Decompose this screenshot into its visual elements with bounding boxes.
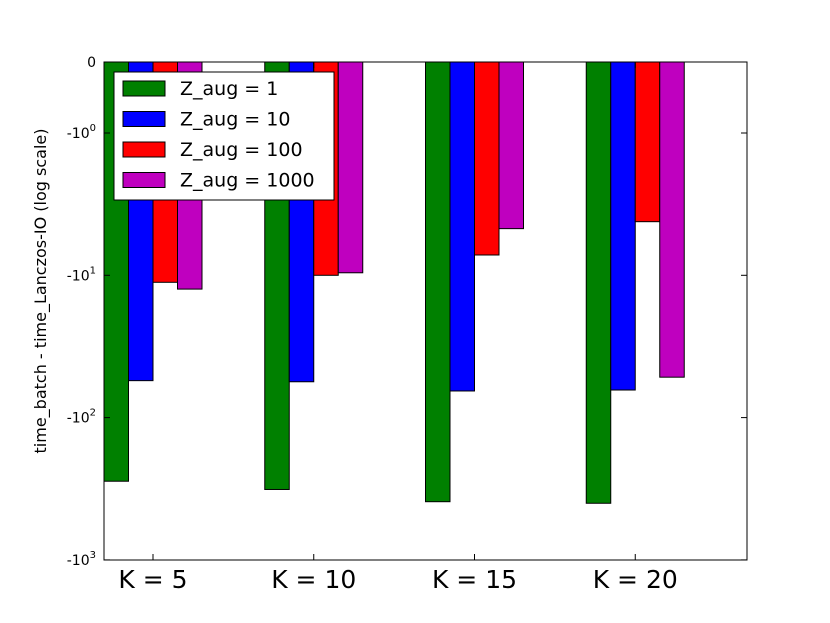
legend-swatch bbox=[122, 172, 166, 188]
y-tick-label: -101 bbox=[67, 265, 96, 284]
bar-4-series-1 bbox=[585, 61, 612, 504]
ticks-layer: K = 5 K = 10 K = 15 K = 20 0 -100 -101 -102 -103 bbox=[67, 55, 747, 594]
bar-4-series-3 bbox=[634, 61, 661, 223]
y-tick-label: -100 bbox=[67, 123, 96, 142]
legend-label: Z_aug = 1000 bbox=[180, 170, 315, 192]
legend-label: Z_aug = 100 bbox=[180, 139, 303, 161]
bar-3-series-3 bbox=[474, 61, 500, 256]
bar-4-series-4 bbox=[659, 61, 685, 378]
y-tick-label: 0 bbox=[87, 55, 96, 71]
bar-3-series-1 bbox=[425, 61, 451, 503]
bar-2-series-4 bbox=[337, 61, 364, 274]
x-tick-label: K = 5 bbox=[118, 565, 187, 594]
legend: Z_aug = 1 Z_aug = 10 Z_aug = 100 Z_aug = 10… bbox=[113, 71, 335, 201]
x-tick-label: K = 15 bbox=[432, 565, 517, 594]
legend-swatch bbox=[122, 80, 166, 97]
plot-frame bbox=[103, 61, 748, 561]
y-tick-label: -103 bbox=[67, 550, 96, 569]
legend-label: Z_aug = 1 bbox=[180, 78, 278, 100]
legend-swatch bbox=[122, 111, 166, 127]
x-tick-label: K = 10 bbox=[271, 565, 356, 594]
bar-3-series-4 bbox=[498, 61, 524, 230]
legend-swatch bbox=[122, 141, 166, 158]
bar-4-series-2 bbox=[610, 61, 636, 391]
legend-label: Z_aug = 10 bbox=[180, 109, 290, 131]
y-tick-label: -102 bbox=[67, 408, 96, 427]
y-axis-title: time_batch - time_Lanczos-IO (log scale) bbox=[31, 129, 51, 454]
bar-3-series-2 bbox=[449, 61, 475, 392]
x-tick-label: K = 20 bbox=[593, 565, 678, 594]
